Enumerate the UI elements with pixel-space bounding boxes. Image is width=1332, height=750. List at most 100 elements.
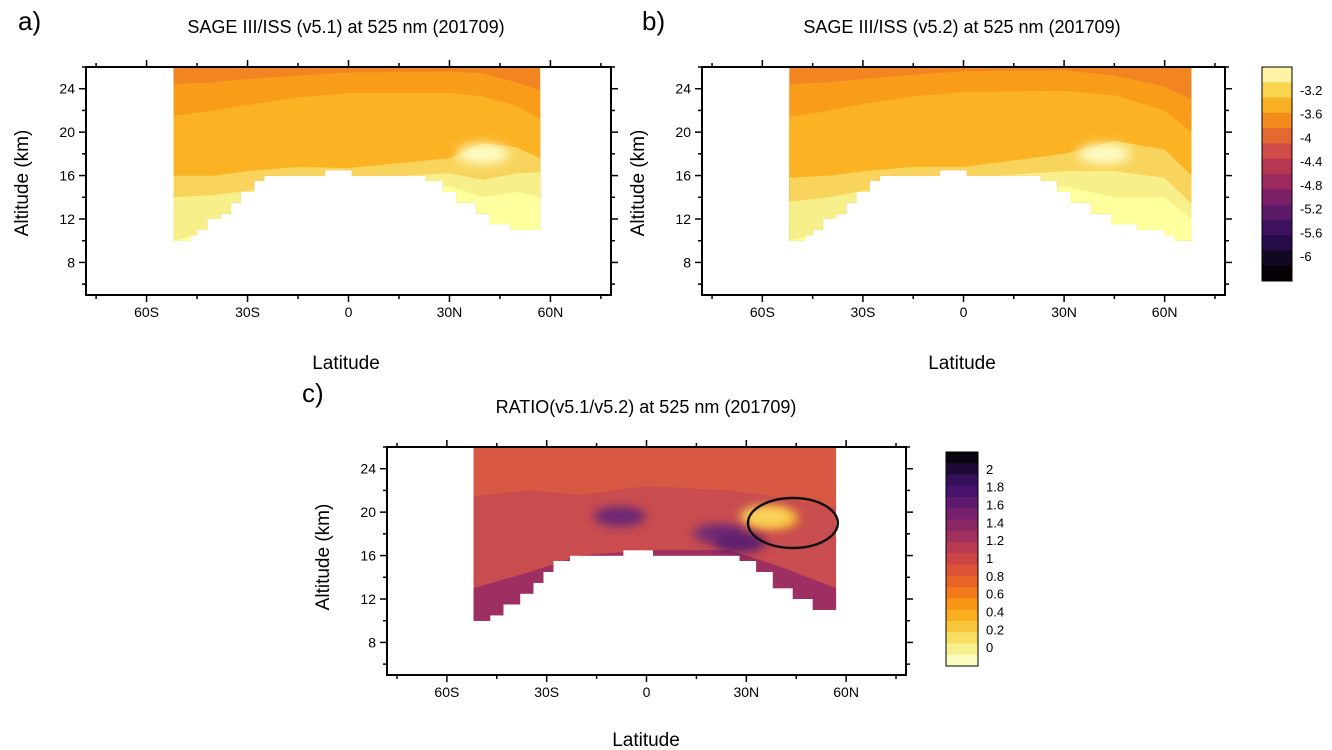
- colorbar-swatch: [1262, 67, 1292, 83]
- contour-field: [173, 67, 541, 241]
- colorbar-label: -5.6: [1300, 225, 1322, 240]
- y-tick-label: 12: [59, 211, 75, 227]
- y-axis-label: Altitude (km): [313, 504, 334, 611]
- colorbar-swatch: [946, 485, 978, 498]
- colorbar-swatch: [946, 564, 978, 577]
- x-tick-label: 30N: [437, 304, 463, 320]
- colorbar-swatch: [1262, 112, 1292, 129]
- colorbar-label: -4.8: [1300, 178, 1322, 193]
- colorbar-swatch: [946, 530, 978, 543]
- x-tick-label: 30N: [733, 684, 759, 700]
- colorbar-log-extinction: -3.2 -3.6 -4 -4.4 -4.8 -5.2 -5.6 -6: [1261, 66, 1322, 282]
- colorbar-swatch: [1262, 204, 1292, 221]
- colorbar-swatch: [1262, 128, 1292, 144]
- colorbar-label: 0.8: [986, 569, 1004, 584]
- panel-b: b) SAGE III/ISS (v5.2) at 525 nm (201709…: [628, 6, 1232, 374]
- colorbar-swatch: [946, 474, 978, 487]
- x-tick-label: 60S: [134, 304, 159, 320]
- x-tick-label: 0: [960, 304, 968, 320]
- y-axis-label: Altitude (km): [12, 130, 33, 237]
- colorbar-label: -4.4: [1300, 154, 1322, 169]
- colorbar-swatch: [946, 620, 978, 633]
- x-axis-label: Latitude: [312, 353, 380, 374]
- colorbar-label: 0: [986, 640, 993, 655]
- colorbar-swatch: [1262, 82, 1292, 98]
- colorbar-swatch: [1262, 250, 1292, 267]
- y-tick-label: 16: [675, 168, 691, 184]
- contour-feature: [713, 532, 766, 553]
- plot-area: 60S 30S 0 30N 60N 8 12 16 20 24: [675, 60, 1232, 320]
- y-tick-label: 20: [360, 504, 376, 520]
- y-tick-label: 16: [59, 168, 75, 184]
- panel-c: c) RATIO(v5.1/v5.2) at 525 nm (201709) L…: [302, 378, 913, 750]
- colorbar-swatch: [946, 654, 978, 667]
- x-tick-label: 60N: [538, 304, 564, 320]
- plot-area: 60S 30S 0 30N 60N 8 12 16 20 24: [360, 440, 913, 700]
- colorbar-swatch: [1262, 219, 1292, 236]
- colorbar-swatch: [946, 452, 978, 464]
- x-tick-label: 0: [345, 304, 353, 320]
- colorbar-label: 1.6: [986, 498, 1004, 513]
- panel-label: c): [302, 378, 324, 408]
- x-tick-label: 60N: [1152, 304, 1178, 320]
- panel-label: b): [642, 6, 665, 36]
- panel-label: a): [18, 6, 41, 36]
- colorbar-label: 1.2: [986, 533, 1004, 548]
- colorbar-swatch: [946, 643, 978, 656]
- y-tick-label: 24: [360, 461, 376, 477]
- y-tick-label: 8: [368, 634, 376, 650]
- colorbar-swatch: [946, 497, 978, 509]
- colorbar-swatch: [946, 609, 978, 622]
- x-tick-label: 0: [643, 684, 651, 700]
- colorbar-swatch: [1262, 235, 1292, 251]
- colorbar-swatch: [946, 575, 978, 588]
- colorbar-label: 0.6: [986, 587, 1004, 602]
- colorbar-swatch: [946, 463, 978, 475]
- colorbar-swatch: [946, 508, 978, 520]
- colorbar-swatch: [946, 519, 978, 532]
- x-tick-label: 60S: [750, 304, 775, 320]
- y-tick-label: 16: [360, 548, 376, 564]
- colorbar-label: -3.2: [1300, 83, 1322, 98]
- x-axis-label: Latitude: [612, 730, 680, 750]
- x-tick-label: 30S: [850, 304, 875, 320]
- colorbar-label: -3.6: [1300, 107, 1322, 122]
- colorbar-label: -4: [1300, 130, 1312, 145]
- colorbar-label: 2: [986, 462, 993, 477]
- y-axis-label: Altitude (km): [628, 130, 649, 237]
- contour-field: [789, 67, 1192, 241]
- y-tick-label: 8: [683, 254, 691, 270]
- contour-feature: [457, 143, 510, 164]
- colorbar-label: 1.4: [986, 515, 1004, 530]
- colorbar-label: -6: [1300, 249, 1312, 264]
- y-tick-label: 12: [360, 591, 376, 607]
- colorbar-label: 1.8: [986, 480, 1004, 495]
- colorbar-swatch: [1262, 265, 1292, 282]
- x-tick-label: 30N: [1051, 304, 1077, 320]
- x-axis-label: Latitude: [928, 353, 996, 374]
- contour-feature: [1078, 143, 1131, 164]
- x-tick-label: 30S: [534, 684, 559, 700]
- highlight-ellipse: [746, 496, 840, 550]
- colorbar-swatch: [1262, 189, 1292, 205]
- contour-band: [789, 186, 1192, 241]
- colorbar-frame: [1261, 66, 1293, 282]
- colorbar-swatch: [1262, 174, 1292, 190]
- chart-title: SAGE III/ISS (v5.1) at 525 nm (201709): [187, 17, 504, 37]
- contour-feature: [593, 506, 646, 527]
- colorbar-label: 0.2: [986, 622, 1004, 637]
- colorbar-label: -5.2: [1300, 202, 1322, 217]
- x-tick-label: 30S: [235, 304, 260, 320]
- y-tick-label: 20: [59, 124, 75, 140]
- y-tick-label: 24: [675, 81, 691, 97]
- colorbar-label: 1: [986, 551, 993, 566]
- panel-a: a) SAGE III/ISS (v5.1) at 525 nm (201709…: [12, 6, 618, 374]
- colorbar-swatch: [1262, 97, 1292, 114]
- colorbar-swatch: [946, 542, 978, 554]
- colorbar-swatch: [946, 632, 978, 644]
- plot-area: 60S 30S 0 30N 60N 8 12 16 20 24: [59, 60, 618, 320]
- x-tick-label: 60S: [434, 684, 459, 700]
- colorbar-swatch: [1262, 158, 1292, 175]
- chart-title: RATIO(v5.1/v5.2) at 525 nm (201709): [496, 397, 797, 417]
